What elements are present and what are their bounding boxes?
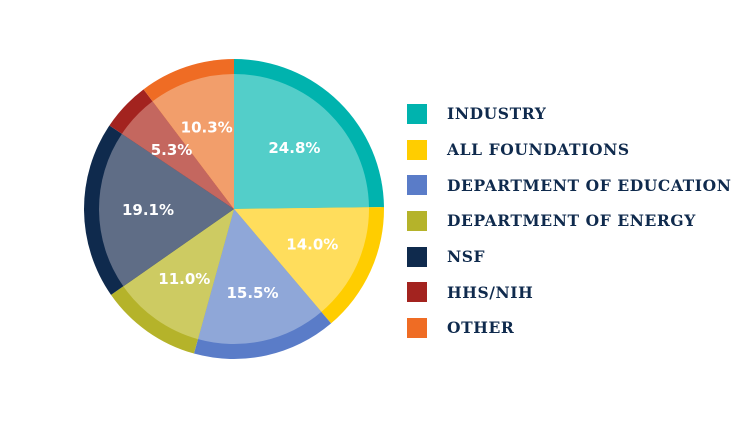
- slice-label-department-of-energy: 11.0%: [158, 270, 210, 288]
- pie-slice-inner-nsf: [99, 133, 234, 287]
- legend-swatch: [407, 317, 427, 338]
- legend-label: ALL FOUNDATIONS: [447, 140, 630, 160]
- legend-item-all-foundations: ALL FOUNDATIONS: [407, 132, 731, 168]
- pie-slice-inner-department-of-energy: [123, 209, 234, 340]
- pie-slice-inner-other: [152, 74, 234, 209]
- legend-label: INDUSTRY: [447, 104, 547, 124]
- legend-swatch: [407, 103, 427, 124]
- legend-label: DEPARTMENT OF EDUCATION: [447, 175, 732, 195]
- legend-item-department-of-education: DEPARTMENT OF EDUCATION: [407, 167, 731, 203]
- legend-swatch: [407, 139, 427, 160]
- legend-item-industry: INDUSTRY: [407, 96, 731, 132]
- legend-swatch: [407, 210, 427, 231]
- pie-slice-labels: 24.8% 14.0% 15.5% 11.0% 19.1% 5.3% 10.3%: [122, 119, 338, 303]
- legend-label: OTHER: [447, 318, 515, 338]
- pie-slice-inner-all-foundations: [234, 207, 370, 312]
- legend-swatch: [407, 175, 427, 196]
- legend-swatch: [407, 246, 427, 267]
- slice-label-industry: 24.8%: [268, 139, 320, 157]
- legend-swatch: [407, 282, 427, 303]
- legend-item-nsf: NSF: [407, 239, 731, 275]
- pie-slices: [84, 59, 385, 360]
- pie-slice-inner-industry: [234, 74, 369, 209]
- legend-item-other: OTHER: [407, 310, 731, 346]
- slice-label-department-of-education: 15.5%: [226, 284, 278, 302]
- chart-legend: INDUSTRY ALL FOUNDATIONS DEPARTMENT OF EDU…: [407, 96, 731, 346]
- pie-slice-inner-department-of-education: [197, 209, 322, 344]
- legend-label: DEPARTMENT OF ENERGY: [447, 211, 696, 231]
- legend-item-hhs-nih: HHS/NIH: [407, 274, 731, 310]
- slice-label-hhs-nih: 5.3%: [151, 141, 193, 159]
- slice-label-all-foundations: 14.0%: [286, 236, 338, 254]
- slice-label-other: 10.3%: [181, 119, 233, 137]
- pie-slice-inner-hhs-nih: [121, 101, 234, 209]
- slice-label-nsf: 19.1%: [122, 201, 174, 219]
- legend-label: HHS/NIH: [447, 282, 534, 302]
- legend-label: NSF: [447, 247, 486, 267]
- legend-item-department-of-energy: DEPARTMENT OF ENERGY: [407, 203, 731, 239]
